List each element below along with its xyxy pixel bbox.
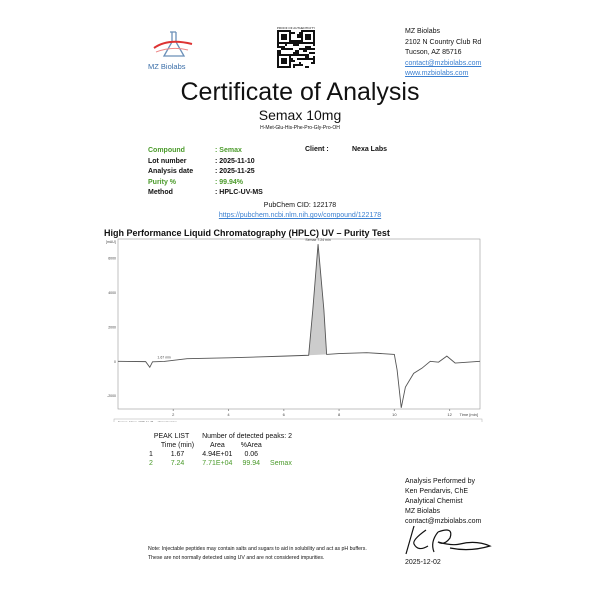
qr-caption: PROOF OF AUTHENTICITY [276, 26, 316, 30]
note-line: These are not normally detected using UV… [148, 554, 325, 561]
analyst-line: Analytical Chemist [405, 498, 463, 505]
info-value-text: 2025-11-10 [219, 157, 255, 165]
info-table: Compound : Semax Lot number : 2025-11-10 Ana… [148, 146, 263, 199]
hplc-chromatogram: 2 4 6 8 10 12 -2000 0 2000 4000 6000 Time [min] [mAU… [106, 238, 483, 422]
peak-list-title: PEAK LIST [153, 433, 190, 440]
info-row: Compound : Semax [148, 146, 263, 157]
peptide-sequence: H-Met-Glu-His-Phe-Pro-Gly-Pro-OH [260, 125, 340, 131]
email-link[interactable]: contact@mzbiolabs.com [405, 59, 482, 67]
info-label: Method [148, 189, 173, 196]
y-tick-label: 6000 [108, 256, 116, 260]
info-value-text: Semax [219, 147, 242, 154]
address-line: 2102 N Country Club Rd [405, 38, 482, 46]
info-value: : 2025-11-10 [215, 157, 255, 165]
analyst-line: contact@mzbiolabs.com [405, 518, 482, 525]
info-value-text: 99.94% [219, 178, 244, 186]
info-label: Lot number [148, 157, 187, 165]
signature-image [405, 525, 492, 555]
legend-box [113, 418, 483, 422]
address-line: MZ Biolabs [405, 28, 441, 35]
peak-cell-pct: 0.06 [244, 451, 259, 458]
hplc-title: High Performance Liquid Chromatography (… [104, 228, 390, 238]
info-value: : 99.94% [215, 178, 244, 186]
x-tick-label: 10 [392, 412, 397, 417]
peak-cell-n: 1 [149, 451, 153, 458]
info-value-text: 2025-11-25 [219, 168, 255, 175]
peak-header: %Area [240, 442, 262, 449]
info-label: Analysis date [148, 168, 194, 175]
info-value: : Semax [215, 147, 242, 154]
x-axis-label: Time [min] [459, 412, 478, 417]
pubchem: PubChem CID: 122178 https://pubchem.ncbi… [0, 201, 600, 221]
peak-area [308, 244, 327, 356]
address-line: Tucson, AZ 85716 [405, 49, 462, 56]
peak-count: Number of detected peaks: 2 [202, 433, 292, 440]
info-row: Method : HPLC-UV-MS [148, 188, 263, 199]
analyst-line: MZ Biolabs [405, 508, 441, 515]
y-tick-label: 4000 [108, 291, 116, 295]
peak-cell-name: Semax [270, 460, 292, 467]
peak-header [266, 441, 296, 450]
impurity-note: Note: Injectable peptides may contain sa… [148, 545, 367, 562]
logo-text: MZ Biolabs [148, 62, 186, 71]
peak-cell-n: 2 [149, 460, 153, 467]
qr-code[interactable] [277, 30, 315, 68]
analyst-line: Ken Pendarvis, ChE [405, 488, 469, 495]
x-tick-label: 2 [172, 412, 175, 417]
client-label: Client : [305, 146, 329, 153]
product-name: Semax 10mg [258, 107, 342, 123]
y-tick-label: 2000 [108, 325, 116, 329]
info-row: Purity % : 99.94% [148, 178, 263, 189]
signature-date: 2025-12-02 [405, 559, 441, 566]
x-tick-label: 12 [447, 412, 452, 417]
client-value: Nexa Labs [352, 146, 388, 153]
peak-cell-area: 4.94E+01 [202, 451, 233, 458]
peak-cell-time: 7.24 [170, 460, 185, 467]
y-axis-label: [mAU] [106, 240, 116, 244]
info-label: Compound [148, 147, 185, 154]
peak-header: Area [209, 442, 225, 449]
peak-cell-pct: 99.94 [242, 460, 261, 467]
pubchem-link[interactable]: https://pubchem.ncbi.nlm.nih.gov/compoun… [218, 212, 382, 219]
peak-row: 2 7.24 7.71E+04 99.94 Semax [145, 459, 296, 468]
legend-text: Semax_10mg_2025-11-25 ... chromatogram [118, 420, 177, 422]
page-title: Certificate of Analysis [180, 78, 420, 106]
info-row: Analysis date : 2025-11-25 [148, 167, 263, 178]
peak-list: PEAK LIST Number of detected peaks: 2 Tim… [145, 432, 296, 468]
website-link[interactable]: www.mzbiolabs.com [405, 70, 469, 77]
info-row: Lot number : 2025-11-10 [148, 157, 263, 168]
lab-address: MZ Biolabs 2102 N Country Club Rd Tucson… [405, 27, 481, 80]
info-value: : HPLC-UV-MS [215, 189, 263, 196]
info-value-text: HPLC-UV-MS [219, 189, 263, 196]
peak-row: 1 1.67 4.94E+01 0.06 [145, 450, 296, 459]
chromatogram-trace [117, 244, 481, 408]
y-tick-label: -2000 [107, 394, 116, 398]
x-tick-label: 4 [227, 412, 230, 417]
peak-cell-time: 1.67 [170, 451, 185, 458]
analyst-block: Analysis Performed by Ken Pendarvis, ChE… [405, 477, 481, 527]
peak-annotation: Semax 7.24 min [305, 238, 330, 242]
x-tick-label: 6 [283, 412, 286, 417]
y-tick-label: 0 [114, 360, 116, 364]
plot-frame [117, 238, 481, 410]
note-line: Note: Injectable peptides may contain sa… [148, 546, 367, 552]
logo-flask-icon [153, 31, 193, 57]
peak-cell-area: 7.71E+04 [202, 460, 233, 467]
info-label: Purity % [148, 178, 177, 186]
x-tick-label: 8 [338, 412, 341, 417]
peak-header: Time (min) [160, 442, 195, 449]
analyst-line: Analysis Performed by [405, 478, 476, 485]
peak-annotation: 1.67 min [157, 355, 170, 359]
peak-header [145, 441, 157, 450]
pubchem-cid: PubChem CID: 122178 [263, 202, 337, 209]
peak-cell-name [266, 450, 296, 459]
info-value: : 2025-11-25 [215, 168, 255, 175]
